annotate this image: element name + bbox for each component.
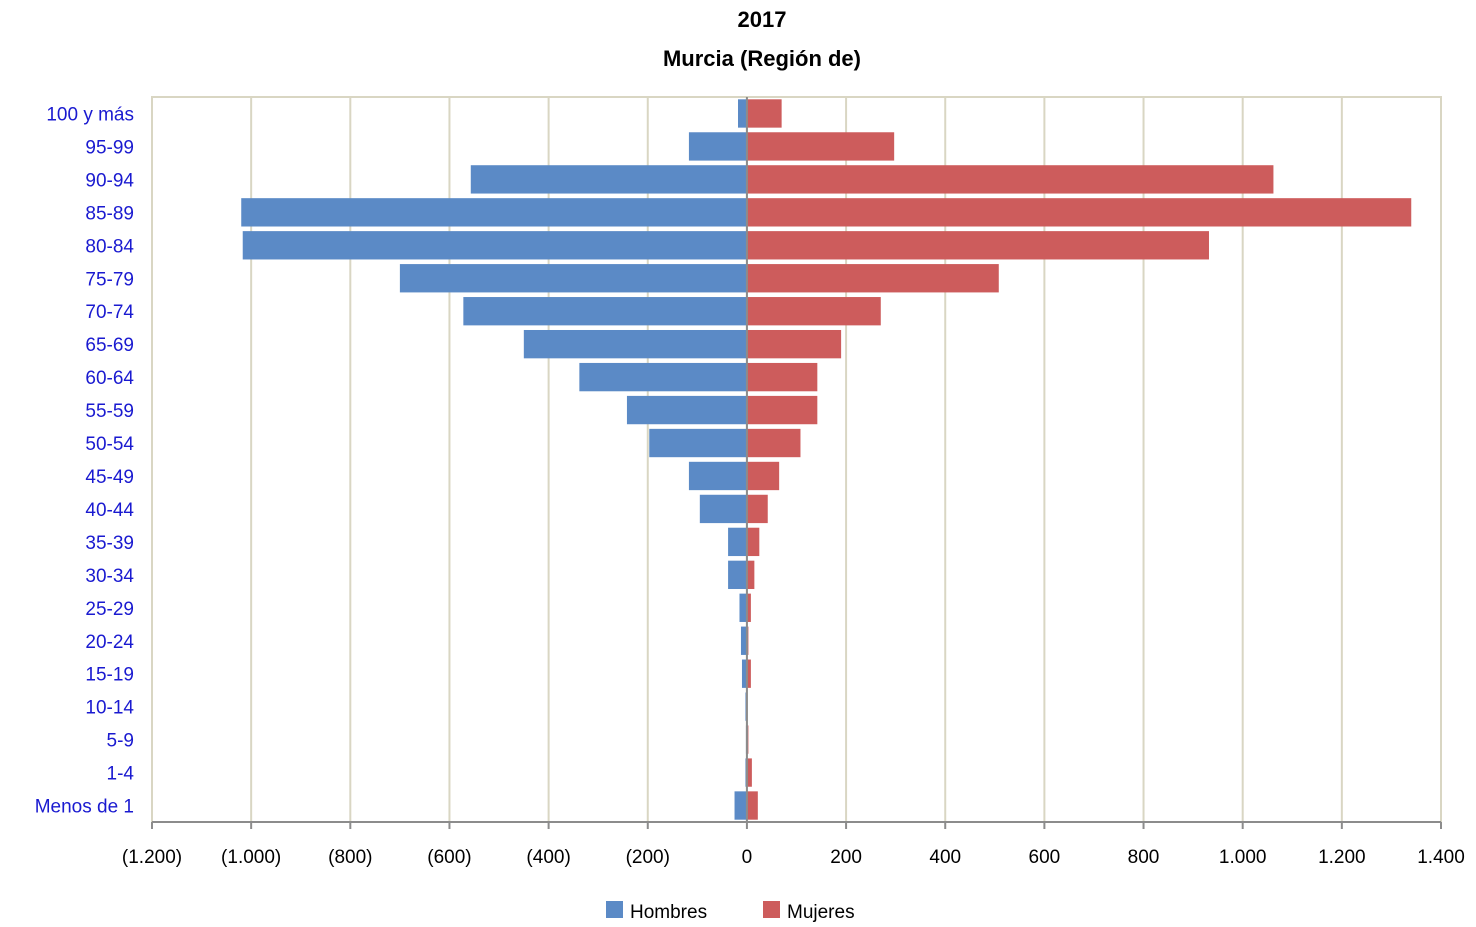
category-label: 80-84 <box>85 236 134 257</box>
legend-swatch-mujeres <box>763 901 780 918</box>
category-label: 20-24 <box>85 632 134 653</box>
x-tick-label: 1.400 <box>1417 847 1465 868</box>
bar-hombres <box>470 165 747 194</box>
bar-hombres <box>688 461 747 491</box>
category-label: 25-29 <box>85 599 134 620</box>
x-tick-label: 0 <box>742 847 753 868</box>
x-tick-label: (1.000) <box>221 847 281 868</box>
bar-mujeres <box>746 758 752 787</box>
bar-hombres <box>579 362 747 392</box>
legend-label-mujeres: Mujeres <box>787 902 855 923</box>
category-label: Menos de 1 <box>35 797 134 818</box>
bar-hombres <box>688 132 747 161</box>
category-label: 70-74 <box>85 302 134 323</box>
category-label: 10-14 <box>85 698 134 719</box>
category-label: 5-9 <box>107 731 134 752</box>
legend-swatch-hombres <box>606 901 623 918</box>
bar-mujeres <box>746 231 1209 260</box>
bar-mujeres <box>746 659 751 688</box>
category-label: 35-39 <box>85 533 134 554</box>
category-label: 45-49 <box>85 467 134 488</box>
x-tick-label: (400) <box>526 847 570 868</box>
category-label: 1-4 <box>107 764 135 785</box>
bar-hombres <box>649 428 747 458</box>
bar-mujeres <box>746 362 818 392</box>
bar-hombres <box>737 99 747 128</box>
bar-hombres <box>740 626 747 655</box>
bar-mujeres <box>746 395 818 425</box>
x-tick-label: 1.200 <box>1318 847 1366 868</box>
bar-hombres <box>242 231 747 260</box>
bar-hombres <box>463 297 747 326</box>
bar-mujeres <box>746 329 842 359</box>
bar-mujeres <box>746 428 801 458</box>
bar-mujeres <box>746 461 780 491</box>
bar-mujeres <box>746 593 751 622</box>
bar-mujeres <box>746 297 881 326</box>
bar-hombres <box>728 560 747 590</box>
category-label: 15-19 <box>85 665 134 686</box>
x-tick-label: 600 <box>1029 847 1061 868</box>
chart-subtitle: Murcia (Región de) <box>663 46 861 71</box>
bar-hombres <box>739 593 747 622</box>
x-tick-label: (600) <box>427 847 471 868</box>
category-label: 30-34 <box>85 566 134 587</box>
bar-mujeres <box>746 791 758 820</box>
bar-mujeres <box>746 165 1274 194</box>
bar-hombres <box>741 659 747 688</box>
plot-area: 100 y más 95-99 90-94 85-89 80-84 75-79 70-74 6… <box>35 96 1465 868</box>
x-tick-label: 200 <box>830 847 862 868</box>
x-tick-label: 1.000 <box>1219 847 1267 868</box>
bar-mujeres <box>746 198 1412 227</box>
category-label: 50-54 <box>85 434 134 455</box>
x-tick-label: 800 <box>1128 847 1160 868</box>
bar-hombres <box>728 527 747 557</box>
bar-mujeres <box>746 132 895 161</box>
category-label: 100 y más <box>46 104 134 125</box>
category-label: 95-99 <box>85 137 134 158</box>
x-tick-label: 400 <box>929 847 961 868</box>
bar-hombres <box>241 198 747 227</box>
category-label: 40-44 <box>85 500 134 521</box>
category-label: 60-64 <box>85 368 134 389</box>
category-label: 75-79 <box>85 269 134 290</box>
category-label: 55-59 <box>85 401 134 422</box>
bar-mujeres <box>746 560 755 590</box>
bar-hombres <box>626 395 747 425</box>
category-label: 65-69 <box>85 335 134 356</box>
category-label: 90-94 <box>85 170 134 191</box>
bar-hombres <box>734 791 747 820</box>
category-label: 85-89 <box>85 203 134 224</box>
bar-mujeres <box>746 99 782 128</box>
chart-title: 2017 <box>738 7 787 32</box>
x-tick-label: (1.200) <box>122 847 182 868</box>
legend-label-hombres: Hombres <box>630 902 707 923</box>
bar-hombres <box>699 494 747 524</box>
bar-mujeres <box>746 264 999 293</box>
bar-mujeres <box>746 527 760 557</box>
x-tick-label: (200) <box>626 847 670 868</box>
bar-mujeres <box>746 494 768 524</box>
x-tick-label: (800) <box>328 847 372 868</box>
legend: Hombres Mujeres <box>606 901 855 923</box>
bar-hombres <box>399 264 747 293</box>
bar-hombres <box>523 329 747 359</box>
